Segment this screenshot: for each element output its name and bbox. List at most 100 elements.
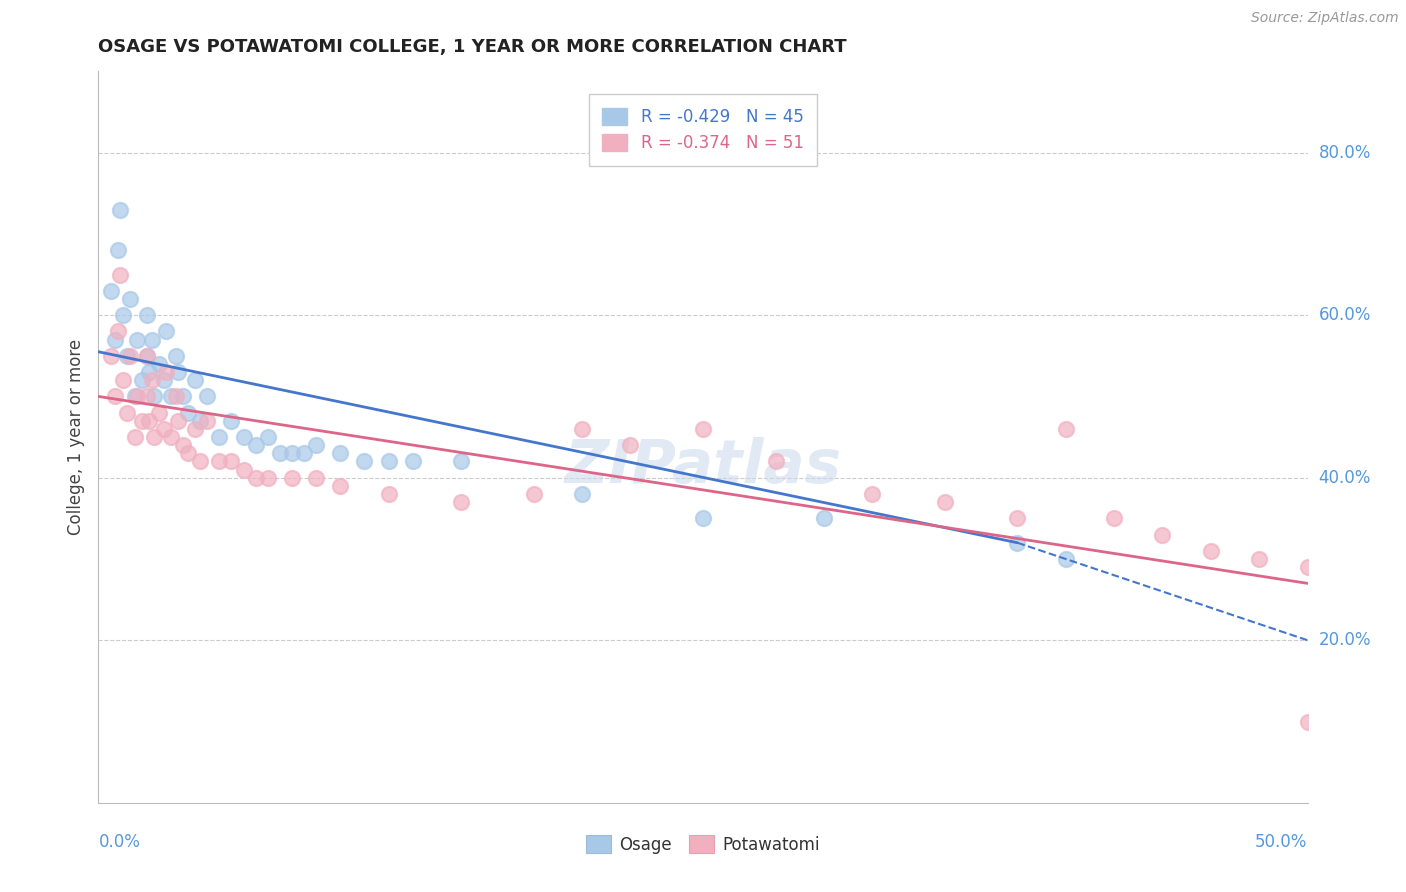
Point (1296, 714, 1319, 729)
Point (127, 333, 149, 347)
Point (1007, 511, 1029, 525)
Point (353, 454, 375, 468)
Point (1249, 552, 1271, 566)
Point (117, 349, 139, 363)
Point (450, 495, 472, 509)
Point (165, 349, 187, 363)
Text: ZIPatlas: ZIPatlas (564, 437, 842, 496)
Point (131, 414, 153, 428)
Point (111, 308, 134, 322)
Point (377, 454, 399, 468)
Point (172, 438, 194, 452)
Point (1054, 552, 1077, 566)
Point (107, 243, 129, 257)
Point (148, 406, 170, 420)
Point (117, 406, 139, 420)
Point (377, 487, 399, 501)
Point (104, 389, 127, 403)
Point (108, 202, 131, 217)
Point (692, 511, 714, 525)
Point (571, 487, 593, 501)
Point (245, 471, 267, 485)
Point (281, 471, 304, 485)
Point (1199, 544, 1222, 558)
Point (135, 308, 157, 322)
Text: Source: ZipAtlas.com: Source: ZipAtlas.com (1251, 11, 1399, 25)
Point (118, 292, 141, 306)
Point (195, 389, 218, 403)
Point (155, 325, 177, 339)
Point (292, 446, 315, 460)
Point (124, 430, 146, 444)
Point (619, 438, 641, 452)
Point (1054, 422, 1077, 436)
Point (188, 454, 211, 468)
Point (177, 406, 200, 420)
Point (245, 438, 267, 452)
Point (143, 430, 166, 444)
Legend: R = -0.429   N = 45, R = -0.374   N = 51: R = -0.429 N = 45, R = -0.374 N = 51 (589, 95, 817, 166)
Point (208, 430, 231, 444)
Point (765, 454, 787, 468)
Point (100, 284, 122, 298)
Text: 40.0%: 40.0% (1319, 468, 1371, 487)
Point (934, 495, 956, 509)
Point (143, 389, 166, 403)
Point (138, 414, 160, 428)
Point (108, 268, 131, 282)
Point (118, 349, 141, 363)
Text: 50.0%: 50.0% (1256, 833, 1308, 851)
Point (135, 349, 157, 363)
Point (402, 454, 425, 468)
Point (232, 462, 254, 476)
Point (305, 438, 328, 452)
Point (135, 389, 157, 403)
Point (305, 471, 328, 485)
Point (232, 430, 254, 444)
Point (571, 422, 593, 436)
Point (124, 389, 146, 403)
Point (100, 349, 122, 363)
Point (184, 373, 207, 387)
Point (172, 389, 194, 403)
Text: 0.0%: 0.0% (98, 833, 141, 851)
Point (329, 479, 352, 493)
Point (152, 373, 174, 387)
Point (221, 454, 243, 468)
Point (138, 365, 160, 379)
Point (256, 471, 278, 485)
Point (152, 422, 174, 436)
Point (177, 446, 200, 460)
Point (281, 446, 304, 460)
Point (160, 430, 183, 444)
Point (167, 365, 190, 379)
Point (148, 357, 170, 371)
Point (256, 430, 278, 444)
Point (160, 389, 183, 403)
Point (269, 446, 291, 460)
Point (184, 422, 207, 436)
Y-axis label: College, 1 year or more: College, 1 year or more (66, 339, 84, 535)
Point (221, 414, 243, 428)
Point (127, 389, 149, 403)
Point (111, 373, 134, 387)
Point (860, 487, 883, 501)
Point (1152, 527, 1174, 541)
Point (692, 422, 714, 436)
Point (165, 389, 187, 403)
Point (1102, 511, 1125, 525)
Text: 20.0%: 20.0% (1319, 632, 1371, 649)
Point (104, 333, 127, 347)
Point (1296, 560, 1319, 574)
Point (155, 365, 177, 379)
Point (167, 414, 190, 428)
Point (135, 349, 157, 363)
Text: OSAGE VS POTAWATOMI COLLEGE, 1 YEAR OR MORE CORRELATION CHART: OSAGE VS POTAWATOMI COLLEGE, 1 YEAR OR M… (98, 38, 846, 56)
Point (523, 487, 546, 501)
Text: 80.0%: 80.0% (1319, 144, 1371, 161)
Point (195, 414, 218, 428)
Point (208, 454, 231, 468)
Point (450, 454, 472, 468)
Point (131, 373, 153, 387)
Point (141, 333, 163, 347)
